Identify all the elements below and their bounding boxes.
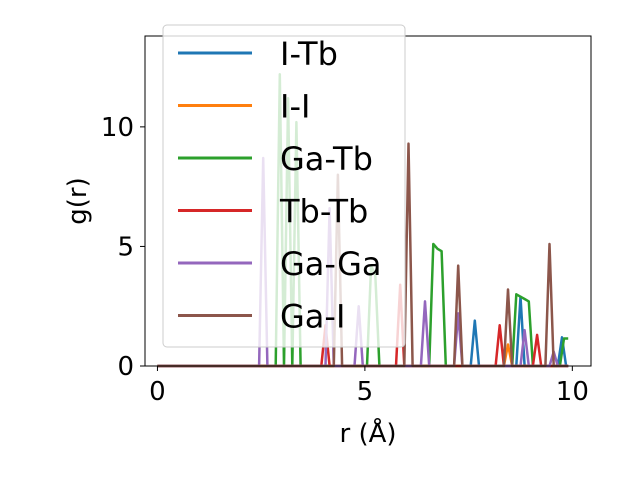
y-axis-ticks: 0 5 10 [101, 113, 145, 382]
legend-label-5: Ga-I [280, 298, 345, 336]
y-tick-label: 0 [117, 352, 134, 382]
legend-label-3: Tb-Tb [279, 193, 368, 231]
legend-label-1: I-I [280, 88, 310, 126]
x-tick-label: 10 [556, 377, 589, 407]
legend-label-0: I-Tb [280, 35, 338, 73]
x-axis-label: r (Å) [339, 417, 396, 449]
legend-label-4: Ga-Ga [280, 245, 382, 283]
y-tick-label: 10 [101, 113, 134, 143]
x-tick-label: 5 [357, 377, 374, 407]
y-tick-label: 5 [117, 232, 134, 262]
legend-label-2: Ga-Tb [280, 140, 373, 178]
x-tick-label: 0 [149, 377, 166, 407]
legend: I-Tb I-I Ga-Tb Tb-Tb Ga-Ga Ga-I [162, 24, 406, 348]
y-axis-label: g(r) [63, 177, 93, 224]
x-axis-ticks: 0 5 10 [149, 366, 589, 407]
